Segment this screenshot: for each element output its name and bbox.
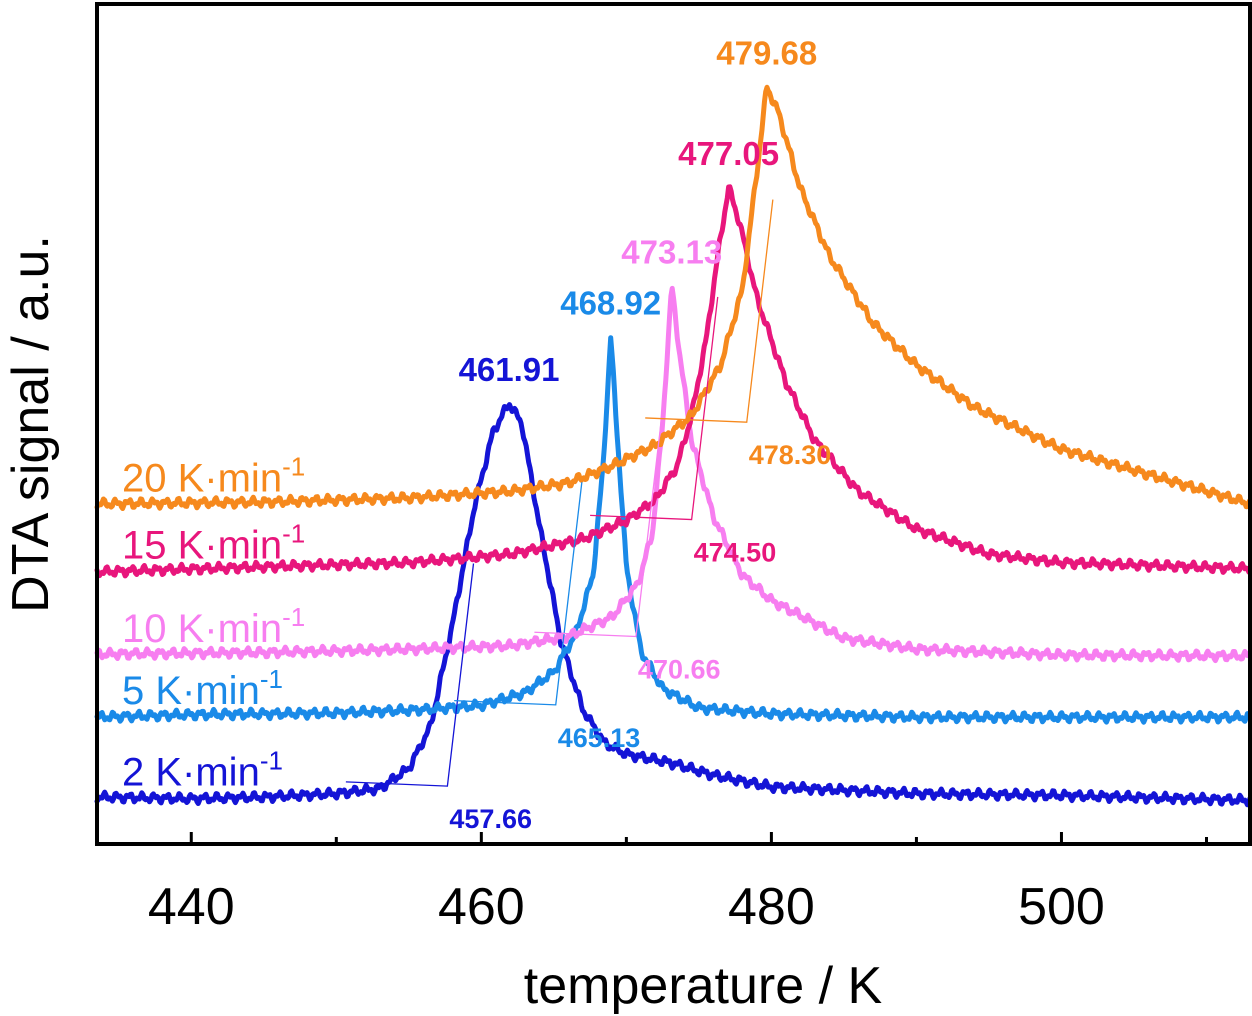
- onset-construction-1: [454, 482, 583, 706]
- onset-layer: [345, 199, 774, 787]
- rate-label-value: 15 K·min: [122, 524, 282, 568]
- onset-construction-2: [534, 413, 663, 638]
- rate-label-0: 2 K·min-1: [122, 746, 283, 795]
- peak-label-0: 461.91: [459, 351, 560, 388]
- rate-label-value: 2 K·min: [122, 751, 260, 795]
- y-axis-label: DTA signal / a.u.: [2, 235, 60, 613]
- series-line-3: [94, 184, 1252, 579]
- onset-construction-0: [345, 563, 475, 787]
- onset-label-1: 465.13: [558, 723, 641, 753]
- rate-label-exponent: -1: [282, 451, 305, 481]
- peak-label-1: 468.92: [560, 285, 661, 322]
- x-axis-ticks: 440 460 480 500: [148, 832, 1208, 936]
- series-line-0: [94, 402, 1252, 808]
- rate-label-exponent: -1: [282, 519, 305, 549]
- rate-label-exponent: -1: [282, 602, 305, 632]
- rate-label-3: 15 K·min-1: [122, 519, 305, 568]
- onset-label-2: 470.66: [638, 654, 721, 684]
- series-line-4: [94, 84, 1252, 511]
- rate-label-exponent: -1: [260, 746, 283, 776]
- onset-construction-4: [645, 199, 774, 423]
- peak-label-3: 477.05: [678, 135, 779, 172]
- peak-label-4: 479.68: [716, 34, 817, 71]
- rate-label-2: 10 K·min-1: [122, 602, 305, 651]
- onset-label-4: 478.30: [749, 440, 832, 470]
- x-tick-label: 480: [728, 878, 815, 936]
- rate-label-value: 5 K·min: [122, 669, 260, 713]
- series-line-1: [94, 335, 1252, 725]
- series-layer: [94, 84, 1252, 808]
- rate-label-exponent: -1: [260, 664, 283, 694]
- x-tick-label: 500: [1018, 878, 1105, 936]
- x-tick-label: 460: [438, 878, 525, 936]
- series-line-2: [94, 285, 1252, 664]
- rate-label-value: 20 K·min: [122, 456, 282, 500]
- rate-label-value: 10 K·min: [122, 607, 282, 651]
- peak-label-2: 473.13: [621, 233, 722, 270]
- onset-construction-3: [590, 296, 719, 521]
- rate-label-4: 20 K·min-1: [122, 451, 305, 500]
- plot-frame: [95, 2, 1252, 846]
- x-axis-label: temperature / K: [524, 957, 883, 1015]
- onset-label-3: 474.50: [694, 538, 777, 568]
- rate-label-1: 5 K·min-1: [122, 664, 283, 713]
- onset-label-0: 457.66: [449, 804, 532, 834]
- x-tick-label: 440: [148, 878, 235, 936]
